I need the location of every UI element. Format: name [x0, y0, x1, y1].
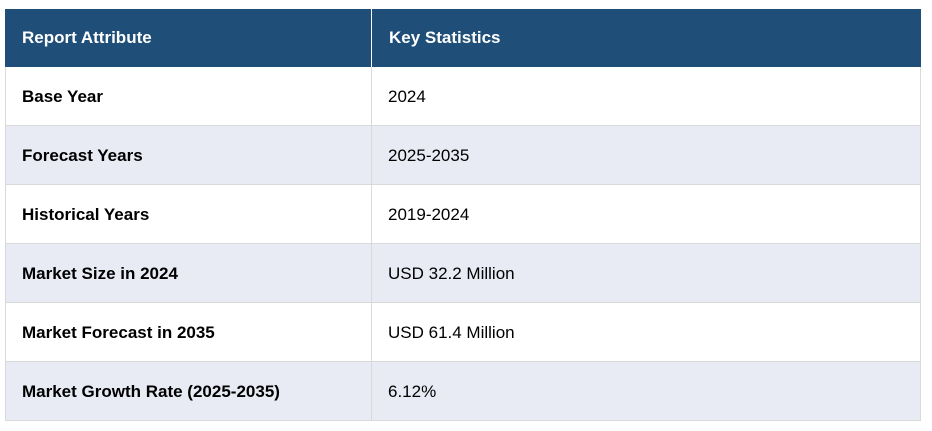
- column-header-key-statistics: Key Statistics: [372, 9, 921, 67]
- attribute-cell-market-size: Market Size in 2024: [5, 244, 372, 303]
- report-statistics-table: Report Attribute Key Statistics Base Yea…: [5, 9, 921, 421]
- value-cell-market-forecast: USD 61.4 Million: [372, 303, 921, 362]
- column-header-report-attribute: Report Attribute: [5, 9, 372, 67]
- attribute-cell-base-year: Base Year: [5, 67, 372, 126]
- attribute-cell-forecast-years: Forecast Years: [5, 126, 372, 185]
- table-row: Market Forecast in 2035 USD 61.4 Million: [5, 303, 921, 362]
- table-header-row: Report Attribute Key Statistics: [5, 9, 921, 67]
- table-row: Market Growth Rate (2025-2035) 6.12%: [5, 362, 921, 421]
- table-row: Historical Years 2019-2024: [5, 185, 921, 244]
- value-cell-growth-rate: 6.12%: [372, 362, 921, 421]
- value-cell-forecast-years: 2025-2035: [372, 126, 921, 185]
- attribute-cell-historical-years: Historical Years: [5, 185, 372, 244]
- attribute-cell-growth-rate: Market Growth Rate (2025-2035): [5, 362, 372, 421]
- value-cell-market-size: USD 32.2 Million: [372, 244, 921, 303]
- table-row: Market Size in 2024 USD 32.2 Million: [5, 244, 921, 303]
- value-cell-historical-years: 2019-2024: [372, 185, 921, 244]
- table-row: Forecast Years 2025-2035: [5, 126, 921, 185]
- attribute-cell-market-forecast: Market Forecast in 2035: [5, 303, 372, 362]
- value-cell-base-year: 2024: [372, 67, 921, 126]
- table-row: Base Year 2024: [5, 67, 921, 126]
